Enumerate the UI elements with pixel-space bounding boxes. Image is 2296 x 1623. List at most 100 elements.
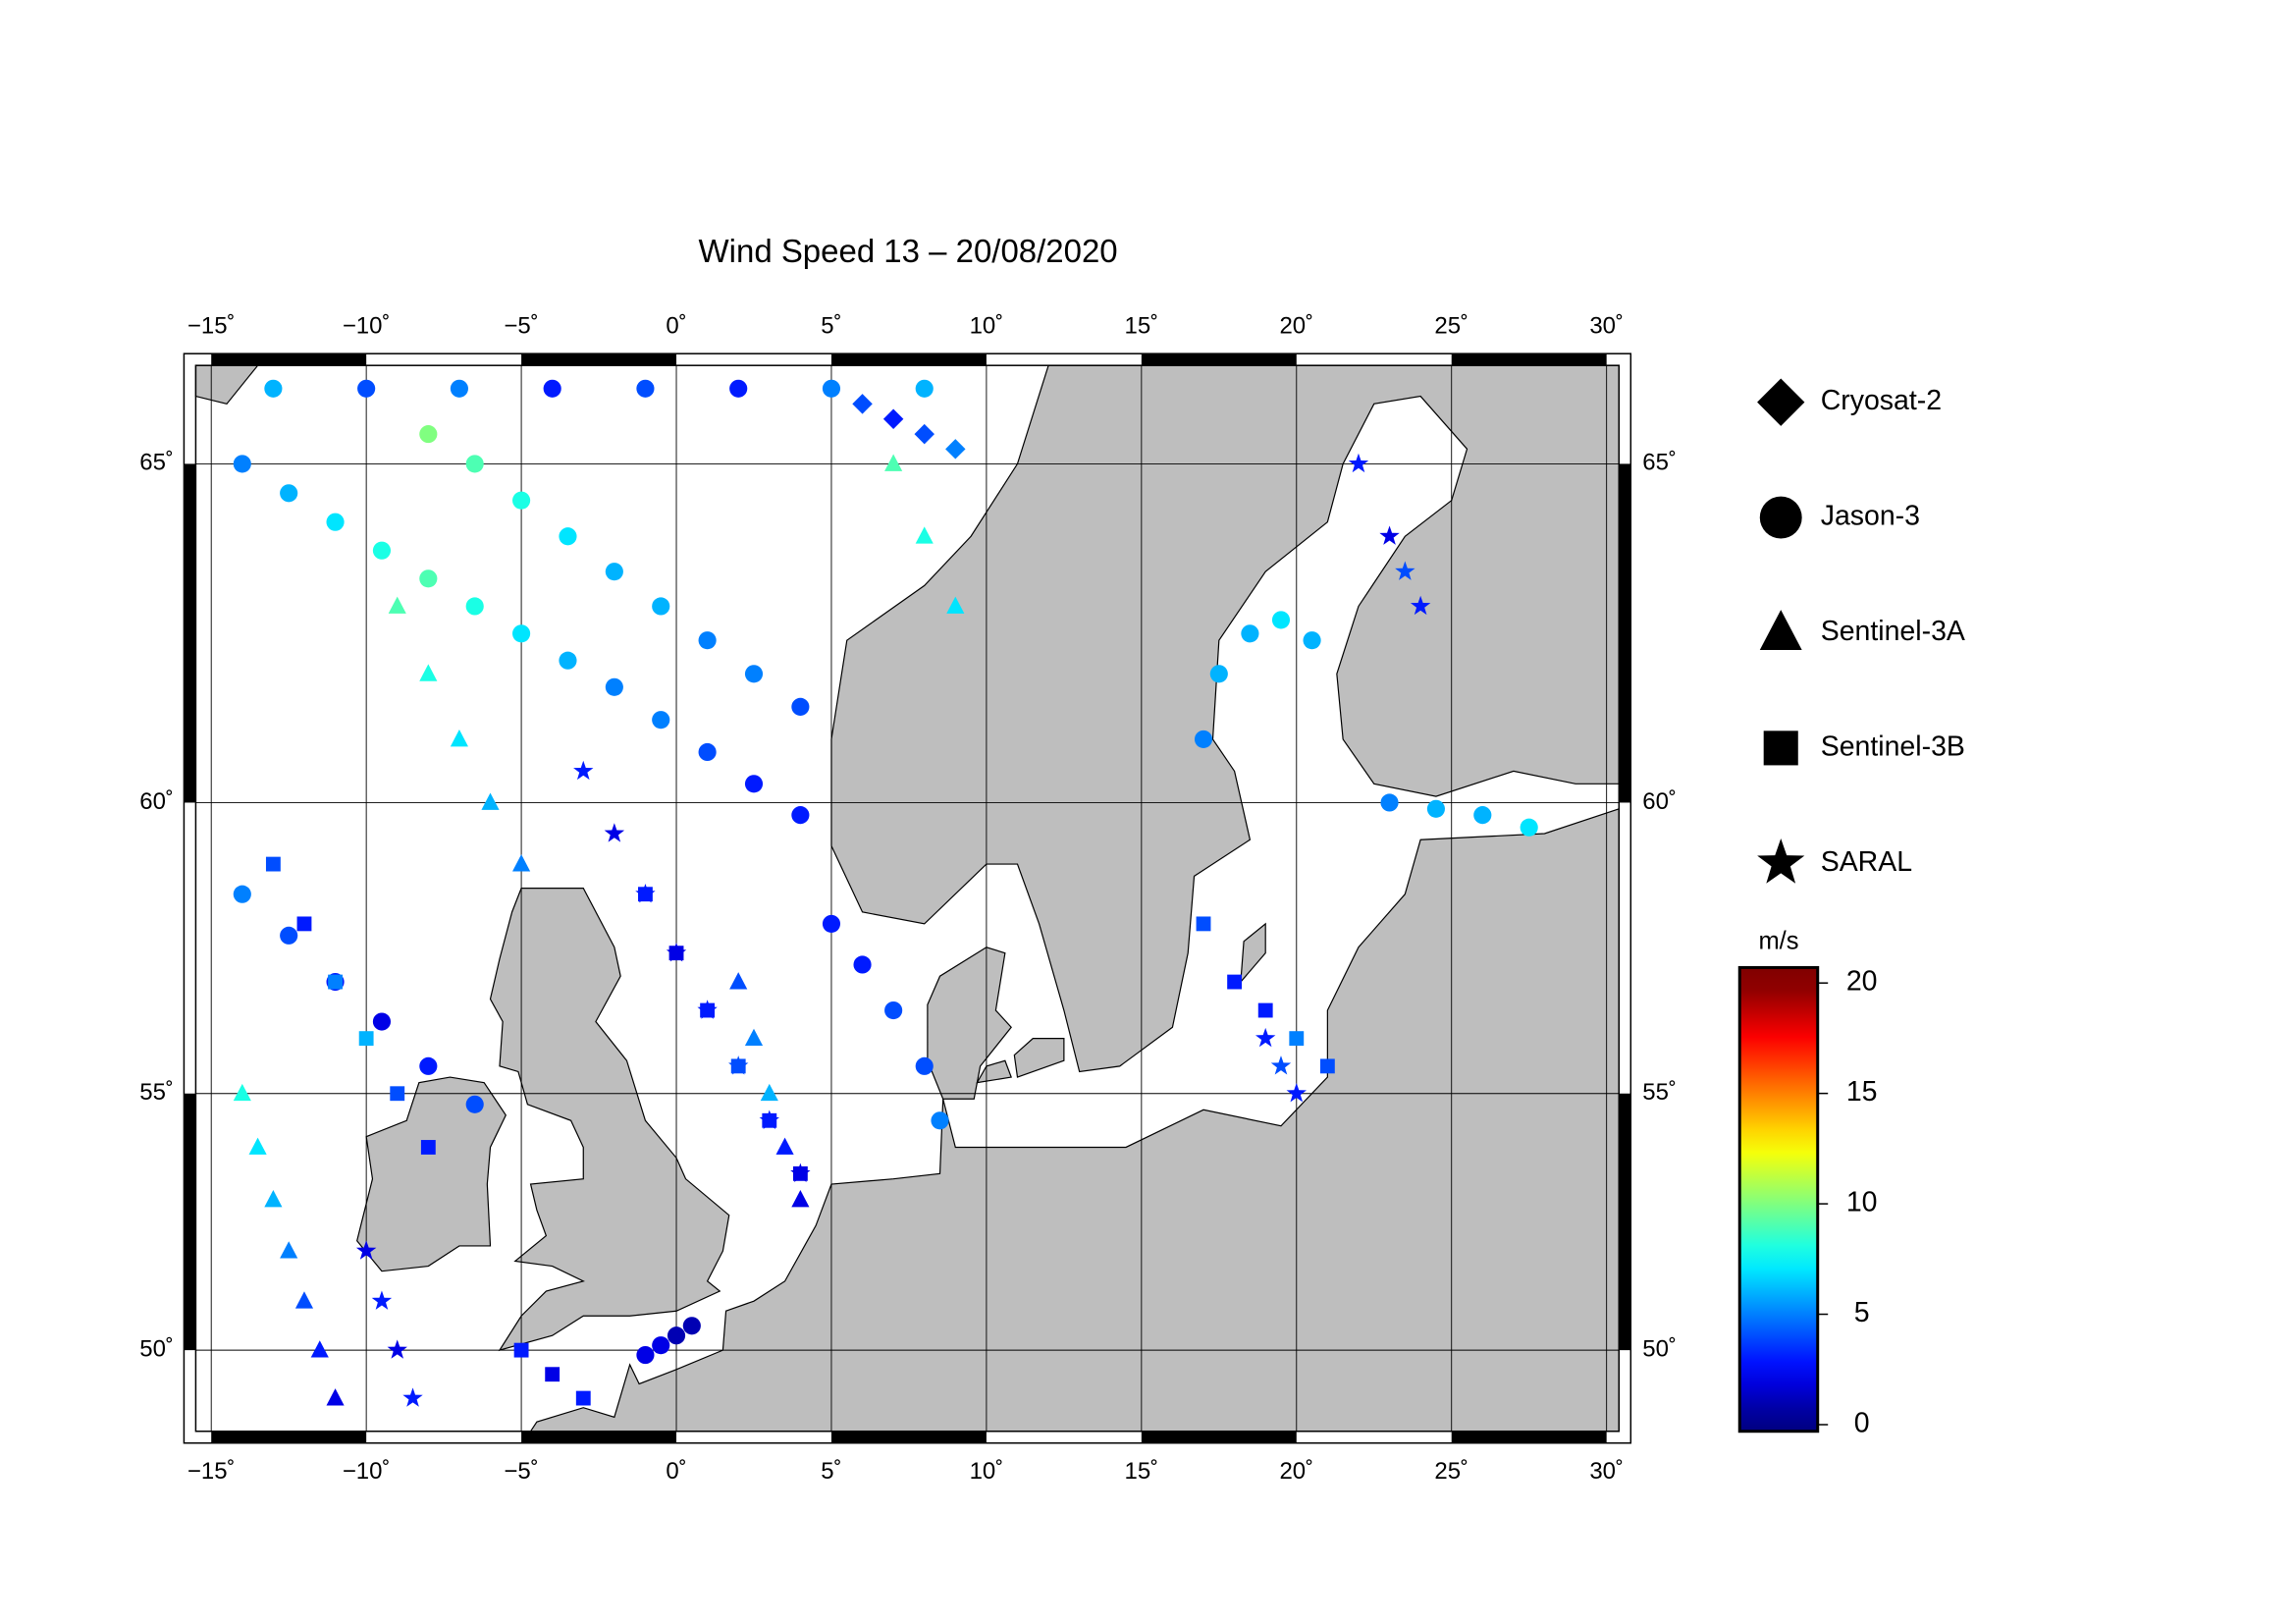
marker-circle — [1194, 730, 1213, 748]
legend-label: Jason-3 — [1821, 501, 1920, 532]
marker-circle — [853, 955, 872, 974]
marker-square — [575, 1390, 591, 1406]
marker-circle — [357, 379, 376, 398]
land — [1240, 922, 1266, 984]
marker-triangle — [1759, 610, 1802, 651]
x-tick-label: 15˚ — [1125, 1458, 1159, 1485]
marker-circle — [280, 926, 298, 945]
frame-band — [1451, 1431, 1607, 1443]
land — [356, 1076, 507, 1272]
x-tick-label: 5˚ — [821, 313, 841, 340]
legend-label: Sentinel-3A — [1821, 616, 1965, 647]
marker-circle — [372, 1012, 392, 1031]
marker-square — [1289, 1031, 1305, 1047]
marker-circle — [698, 742, 717, 762]
colorbar-label: m/s — [1758, 928, 1798, 955]
marker-circle — [744, 665, 764, 683]
marker-triangle — [248, 1137, 267, 1155]
marker-triangle — [512, 854, 531, 872]
marker-circle — [419, 1056, 438, 1075]
marker-triangle — [760, 1083, 778, 1102]
marker-square — [513, 1342, 529, 1358]
map: −15˚ −15˚ −10˚ −10˚ −5˚ −5˚ 0˚ 0˚ 5˚ 5˚ 10˚ 10˚ 15˚ 1… — [139, 313, 1677, 1486]
x-tick-label: 0˚ — [666, 1458, 686, 1485]
marker-circle — [326, 513, 345, 531]
legend-label: SARAL — [1821, 846, 1912, 878]
legend-label: Sentinel-3B — [1821, 730, 1965, 762]
marker-star — [666, 942, 687, 962]
x-tick-label: −5˚ — [504, 1458, 538, 1485]
marker-circle — [1271, 611, 1291, 629]
marker-triangle — [450, 730, 468, 747]
marker-triangle — [915, 526, 934, 544]
marker-circle — [791, 806, 810, 825]
marker-circle — [667, 1326, 686, 1345]
marker-triangle — [884, 454, 903, 471]
marker-star — [728, 1055, 749, 1075]
marker-circle — [512, 491, 531, 510]
marker-circle — [233, 455, 251, 473]
x-tick-label: 25˚ — [1434, 313, 1468, 340]
marker-triangle — [481, 792, 500, 810]
y-tick-label: 65˚ — [1642, 450, 1677, 476]
marker-star — [697, 1000, 718, 1019]
x-tick-label: 30˚ — [1589, 313, 1624, 340]
marker-circle — [1209, 665, 1228, 683]
colorbar-tick-label: 5 — [1854, 1297, 1870, 1328]
marker-star — [402, 1387, 423, 1407]
marker-circle — [419, 425, 438, 444]
frame-band — [830, 1431, 987, 1443]
land — [830, 364, 1620, 1073]
colorbar-tick-label: 10 — [1846, 1187, 1878, 1218]
x-tick-label: 10˚ — [970, 313, 1004, 340]
marker-square — [1257, 1002, 1273, 1018]
marker-triangle — [775, 1137, 794, 1155]
marker-star — [573, 760, 594, 781]
marker-triangle — [310, 1340, 329, 1358]
marker-circle — [1303, 631, 1321, 650]
legend: Cryosat-2 Jason-3 Sentinel-3A Sentinel-3B SA… — [1757, 378, 1965, 884]
x-tick-label: −10˚ — [343, 1458, 391, 1485]
marker-circle — [915, 1056, 934, 1075]
marker-star — [1395, 561, 1415, 580]
marker-triangle — [419, 664, 438, 681]
marker-circle — [280, 484, 298, 503]
marker-circle — [822, 914, 841, 933]
marker-star — [1379, 525, 1400, 545]
marker-circle — [1241, 624, 1259, 643]
marker-circle — [465, 597, 484, 616]
marker-circle — [744, 775, 764, 793]
marker-circle — [791, 697, 810, 716]
marker-square — [1196, 916, 1211, 932]
marker-circle — [1380, 793, 1399, 812]
colorbar-tick-label: 0 — [1854, 1407, 1870, 1438]
marker-star — [1286, 1083, 1307, 1103]
x-tick-label: −10˚ — [343, 313, 391, 340]
x-tick-label: 25˚ — [1434, 1458, 1468, 1485]
marker-square — [390, 1086, 405, 1102]
colorbar: m/s 0 5 10 15 20 — [1737, 928, 1878, 1438]
frame-band — [1141, 1431, 1297, 1443]
marker-circle — [419, 569, 438, 588]
marker-square — [358, 1031, 374, 1047]
marker-circle — [652, 1336, 670, 1355]
marker-star — [1348, 453, 1369, 473]
marker-triangle — [326, 1388, 345, 1406]
frame-band — [521, 1431, 677, 1443]
colorbar-fill — [1737, 965, 1820, 1434]
marker-square — [1763, 730, 1798, 766]
marker-star — [387, 1339, 407, 1359]
marker-triangle — [729, 972, 748, 990]
marker-triangle — [744, 1028, 764, 1047]
marker-circle — [636, 379, 655, 398]
frame-band — [1619, 1093, 1631, 1351]
frame-band — [1141, 353, 1297, 366]
marker-star — [759, 1109, 779, 1129]
legend-label: Cryosat-2 — [1821, 385, 1942, 416]
chart-title: Wind Speed 13 – 20/08/2020 — [699, 233, 1118, 269]
marker-diamond — [1757, 378, 1805, 426]
marker-square — [1319, 1058, 1335, 1074]
marker-triangle — [233, 1083, 251, 1102]
marker-circle — [450, 379, 468, 398]
marker-circle — [915, 379, 934, 398]
